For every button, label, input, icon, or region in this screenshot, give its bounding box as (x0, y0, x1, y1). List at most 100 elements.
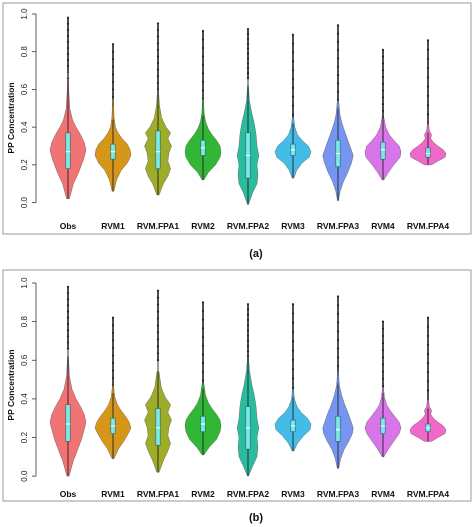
outlier-point (291, 86, 295, 90)
y-tick-label: 0.6 (20, 354, 29, 366)
panel-a: PP Concentration 0.0 0.2 0.4 0.6 0.8 1.0 Obs RV… (2, 2, 472, 260)
outlier-point (381, 96, 385, 99)
outlier-point (291, 60, 295, 63)
outlier-point (246, 313, 250, 316)
outlier-point (381, 82, 385, 85)
outlier-point (156, 55, 160, 58)
outlier-point (246, 67, 250, 70)
category-label: RVM.FPA2 (227, 489, 269, 499)
outlier-point (66, 16, 70, 19)
y-tick-label: 1.0 (20, 8, 29, 20)
outlier-point (381, 75, 385, 79)
outlier-point (336, 356, 340, 359)
outlier-point (201, 55, 205, 58)
outlier-point (291, 303, 295, 306)
outlier-point (336, 32, 340, 35)
outlier-point (336, 90, 340, 93)
outlier-point (426, 316, 430, 319)
outlier-point (156, 296, 160, 299)
outlier-point (246, 27, 250, 31)
outlier-point (336, 295, 340, 298)
outlier-point (381, 370, 385, 373)
outlier-point (381, 334, 385, 338)
outlier-point (426, 343, 430, 347)
outlier-point (156, 310, 160, 313)
outlier-point (426, 103, 430, 107)
outlier-point (246, 37, 250, 40)
outlier-point (336, 57, 340, 60)
outlier-point (156, 48, 160, 51)
outlier-point (291, 113, 295, 116)
outlier-point (201, 327, 205, 330)
outlier-point (336, 321, 340, 324)
iqr-box (65, 132, 71, 169)
outlier-point (426, 334, 430, 338)
outlier-point (156, 35, 160, 38)
outlier-point (381, 377, 385, 380)
outlier-point (426, 352, 430, 356)
outlier-point (246, 324, 250, 327)
outlier-point (201, 80, 205, 83)
outlier-point (336, 65, 340, 68)
outlier-point (246, 32, 250, 36)
outlier-point (336, 347, 340, 350)
outlier-point (111, 43, 115, 46)
y-tick-label: 0.4 (20, 393, 29, 405)
outlier-point (246, 344, 250, 348)
outlier-point (381, 55, 385, 58)
outlier-point (66, 341, 70, 344)
category-label: RVM4 (371, 221, 395, 231)
outlier-point (291, 377, 295, 380)
outlier-point (381, 109, 385, 113)
outlier-point (156, 42, 160, 45)
outlier-point (246, 339, 250, 342)
outlier-point (291, 349, 295, 352)
outlier-point (201, 353, 205, 356)
outlier-point (291, 42, 295, 45)
panel-b: PP Concentration 0.0 0.2 0.4 0.6 0.8 1.0 Obs RV… (2, 269, 472, 524)
outlier-point (381, 356, 385, 359)
category-label: RVM2 (191, 221, 215, 231)
outlier-point (426, 371, 430, 374)
outlier-point (111, 88, 115, 91)
outlier-point (201, 335, 205, 339)
outlier-point (201, 370, 205, 373)
outlier-point (291, 386, 295, 389)
outlier-point (66, 64, 70, 68)
outlier-point (66, 316, 70, 319)
category-label: Obs (60, 221, 77, 231)
outlier-point (66, 40, 70, 44)
category-label: RVM.FPA3 (317, 221, 359, 231)
category-label: RVM.FPA4 (407, 221, 449, 231)
outlier-point (291, 104, 295, 107)
outlier-point (66, 52, 70, 56)
outlier-point (381, 89, 385, 92)
outlier-point (66, 322, 70, 326)
outlier-point (201, 344, 205, 347)
outlier-point (246, 62, 250, 65)
outlier-point (426, 39, 430, 42)
outlier-point (336, 40, 340, 44)
outlier-point (201, 38, 205, 41)
y-tick-label: 1.0 (20, 277, 29, 289)
outlier-point (156, 68, 160, 71)
outlier-point (381, 341, 385, 345)
category-label: RVM3 (281, 221, 305, 231)
outlier-point (66, 285, 70, 288)
y-tick-label: 0.6 (20, 83, 29, 95)
outlier-point (156, 317, 160, 320)
iqr-box (65, 404, 71, 442)
category-label: RVM.FPA3 (317, 489, 359, 499)
outlier-point (336, 24, 340, 27)
panel-b-ylabel: PP Concentration (6, 349, 16, 420)
outlier-point (291, 69, 295, 72)
outlier-point (156, 81, 160, 84)
outlier-point (111, 65, 115, 68)
y-tick-label: 0.2 (20, 159, 29, 171)
category-label: RVM.FPA1 (137, 489, 179, 499)
outlier-point (336, 312, 340, 316)
outlier-point (201, 379, 205, 382)
outlier-point (336, 304, 340, 307)
outlier-point (426, 85, 430, 88)
